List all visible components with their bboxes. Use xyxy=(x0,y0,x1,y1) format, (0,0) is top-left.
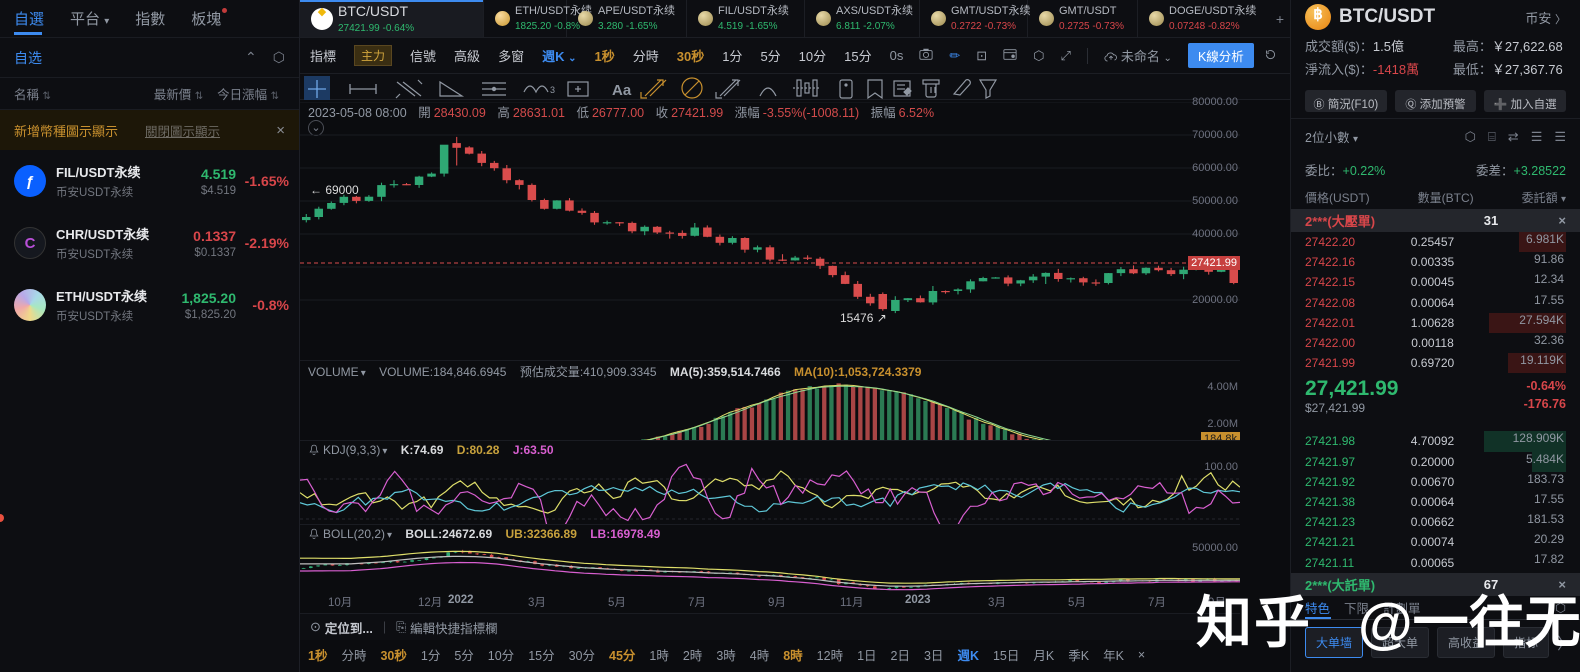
svg-text:Aa: Aa xyxy=(612,82,632,99)
svg-text:15476 ↗: 15476 ↗ xyxy=(840,311,887,325)
svg-text:← 69000: ← 69000 xyxy=(310,183,359,197)
svg-text:3: 3 xyxy=(550,85,555,95)
